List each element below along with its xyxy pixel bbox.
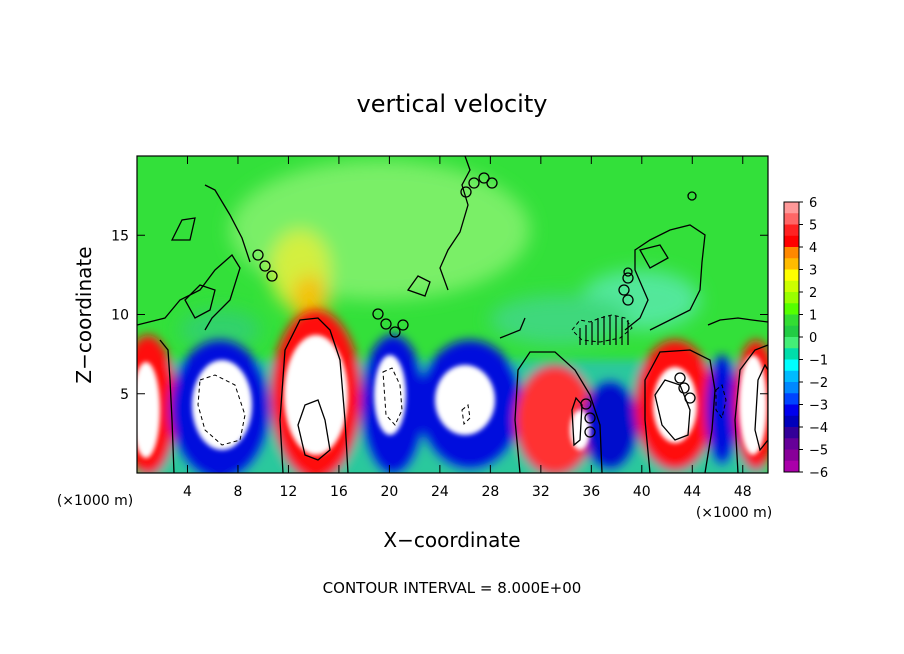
y-tick-label: 5 xyxy=(120,387,129,403)
colorbar-swatch xyxy=(784,224,799,237)
colorbar-swatch xyxy=(784,460,799,473)
x-tick-label: 40 xyxy=(633,484,651,500)
colorbar-swatch xyxy=(784,348,799,360)
chart-title: vertical velocity xyxy=(357,90,548,118)
colorbar-label: 0 xyxy=(809,331,817,346)
colorbar-swatch xyxy=(784,427,799,439)
x-tick-label: 16 xyxy=(330,484,348,500)
colorbar-label: 5 xyxy=(809,219,817,234)
y-axis: 5 10 15 xyxy=(111,228,768,403)
x-unit-right: (×1000 m) xyxy=(696,505,772,521)
colorbar-label: 3 xyxy=(809,264,817,279)
colorbar-swatch xyxy=(784,235,799,248)
x-unit-left: (×1000 m) xyxy=(57,493,133,509)
colorbar-swatch xyxy=(784,449,799,462)
x-tick-label: 4 xyxy=(183,484,192,500)
colorbar-label: −4 xyxy=(809,421,828,436)
dashed-contours xyxy=(197,314,727,446)
colorbar-swatch xyxy=(784,337,799,349)
y-tick-label: 15 xyxy=(111,228,129,244)
colorbar-swatch xyxy=(784,247,799,259)
x-tick-label: 44 xyxy=(683,484,701,500)
colorbar-swatch xyxy=(784,325,799,338)
colorbar-swatch xyxy=(784,370,799,383)
colorbar-swatch xyxy=(784,382,799,394)
y-tick-label: 10 xyxy=(111,308,129,324)
x-tick-label: 8 xyxy=(233,484,242,500)
colorbar-swatch xyxy=(784,359,799,372)
colorbar-label: −5 xyxy=(809,444,828,459)
colorbar-label: 4 xyxy=(809,241,817,256)
contour-interval-note: CONTOUR INTERVAL = 8.000E+00 xyxy=(323,579,582,597)
colorbar-swatch xyxy=(784,292,799,304)
colorbar-label: 1 xyxy=(809,309,817,324)
colorbar-swatch xyxy=(784,404,799,417)
contour-hatches xyxy=(579,316,629,345)
x-tick-label: 20 xyxy=(380,484,398,500)
heatmap-field xyxy=(137,156,768,473)
colorbar-label: −6 xyxy=(809,466,828,481)
x-tick-label: 12 xyxy=(280,484,298,500)
y-axis-label: Z−coordinate xyxy=(72,246,96,383)
colorbar-label: 6 xyxy=(809,196,817,211)
colorbar-swatch xyxy=(784,393,799,405)
colorbar-swatch xyxy=(784,202,799,214)
colorbar-swatch xyxy=(784,438,799,450)
contour-lines xyxy=(137,156,768,473)
x-tick-label: 24 xyxy=(431,484,449,500)
colorbar-swatch xyxy=(784,415,799,428)
x-tick-label: 32 xyxy=(532,484,550,500)
colorbar-swatch xyxy=(784,280,799,293)
colorbar-swatch xyxy=(784,258,799,270)
x-axis-label: X−coordinate xyxy=(383,528,520,552)
colorbar-label: 2 xyxy=(809,286,817,301)
colorbar-swatch xyxy=(784,303,799,315)
x-tick-label: 36 xyxy=(582,484,600,500)
colorbar-label: −1 xyxy=(809,354,828,369)
x-tick-label: 28 xyxy=(481,484,499,500)
colorbar-swatch xyxy=(784,269,799,282)
colorbar-label: −3 xyxy=(809,399,828,414)
colorbar: 6 5 4 3 2 1 0 −1 −2 −3 −4 −5 −6 xyxy=(783,196,828,481)
colorbar-label: −2 xyxy=(809,376,828,391)
x-axis: 4 8 12 16 20 24 28 32 36 40 44 48 xyxy=(183,156,752,500)
colorbar-swatch xyxy=(784,213,799,225)
colorbar-swatch xyxy=(784,314,799,327)
x-tick-label: 48 xyxy=(734,484,752,500)
